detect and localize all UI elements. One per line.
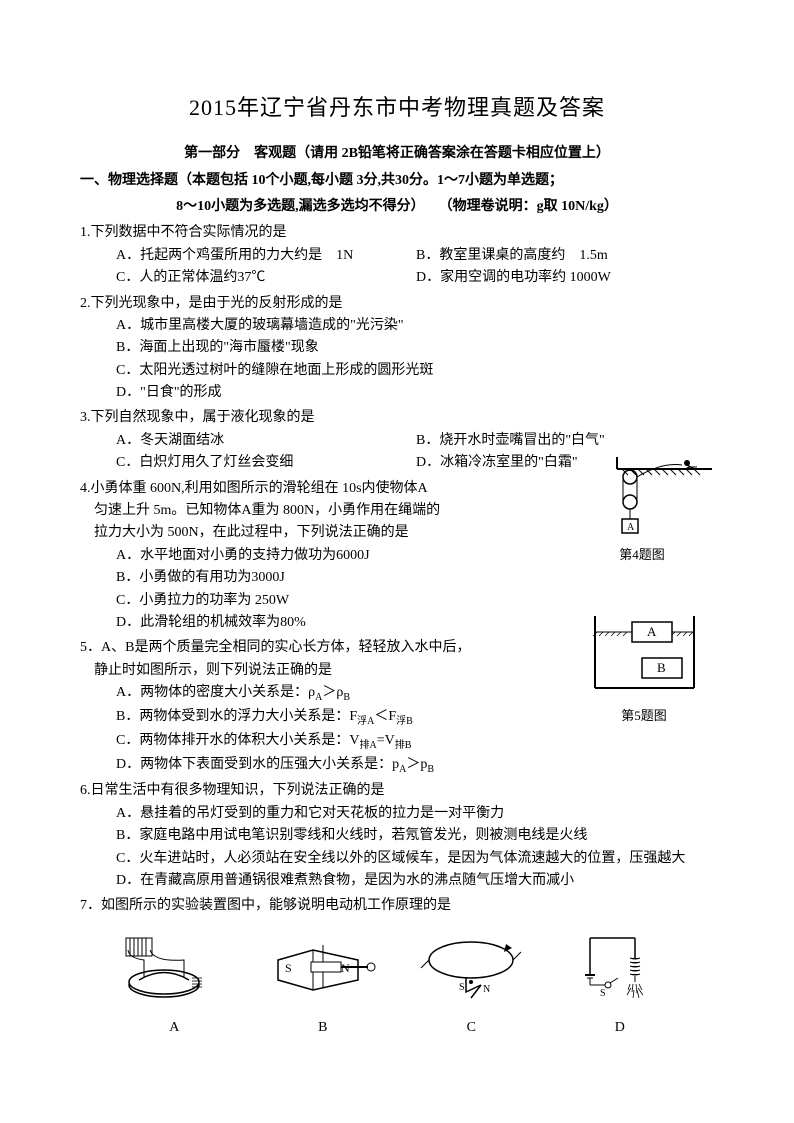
q6-opt-a: A．悬挂着的吊灯受到的重力和它对天花板的拉力是一对平衡力 — [116, 803, 714, 825]
q2-opt-b: B．海面上出现的"海市蜃楼"现象 — [116, 337, 714, 359]
apparatus-c-icon: S N — [411, 930, 531, 1005]
q5-stem1: 5．A、B是两个质量完全相同的实心长方体，轻轻放入水中后， — [80, 637, 714, 659]
svg-text:S: S — [600, 988, 606, 999]
part-header: 第一部分 客观题（请用 2B铅笔将正确答案涂在答题卡相应位置上） — [80, 143, 714, 165]
q6-opt-b: B．家庭电路中用试电笔识别零线和火线时，若氖管发光，则被测电线是火线 — [116, 825, 714, 847]
q2-stem: 2.下列光现象中，是由于光的反射形成的是 — [80, 293, 714, 315]
q2-opt-a: A．城市里高楼大厦的玻璃幕墙造成的"光污染" — [116, 315, 714, 337]
q1-stem: 1.下列数据中不符合实际情况的是 — [80, 222, 714, 244]
q7-fig-c: S N C — [401, 930, 541, 1040]
svg-text:S: S — [459, 982, 465, 993]
q7-figure-row: A S N B S N C — [100, 930, 694, 1040]
q3-opt-a: A．冬天湖面结冰 — [116, 430, 416, 452]
question-6: 6.日常生活中有很多物理知识，下列说法正确的是 A．悬挂着的吊灯受到的重力和它对… — [80, 780, 714, 892]
q1-opt-c: C．人的正常体温约37℃ — [116, 267, 416, 289]
q1-opt-a: A．托起两个鸡蛋所用的力大约是 1N — [116, 245, 416, 267]
q7-label-a: A — [104, 1017, 244, 1039]
section-header-1: 一、物理选择题（本题包括 10个小题,每小题 3分,共30分。1～7小题为单选题… — [80, 170, 714, 192]
q7-stem: 7．如图所示的实验装置图中，能够说明电动机工作原理的是 — [80, 895, 714, 917]
q2-opt-d: D．"日食"的形成 — [116, 382, 714, 404]
q7-fig-b: S N B — [253, 930, 393, 1040]
q4-opt-c: C．小勇拉力的功率为 250W — [116, 590, 714, 612]
q7-label-b: B — [253, 1017, 393, 1039]
q4-stem1: 4.小勇体重 600N,利用如图所示的滑轮组在 10s内使物体A — [80, 478, 714, 500]
q3-opt-b: B．烧开水时壶嘴冒出的"白气" — [416, 430, 696, 452]
q1-opt-b: B．教室里课桌的高度约 1.5m — [416, 245, 696, 267]
q2-opt-c: C．太阳光透过树叶的缝隙在地面上形成的圆形光斑 — [116, 360, 714, 382]
q5-opt-a: A．两物体的密度大小关系是：ρA＞ρB — [116, 682, 714, 706]
svg-text:S: S — [285, 961, 292, 975]
apparatus-a-icon — [114, 930, 234, 1005]
q7-fig-d: S D — [550, 930, 690, 1040]
apparatus-b-icon: S N — [263, 930, 383, 1005]
q4-opt-b: B．小勇做的有用功为3000J — [116, 567, 714, 589]
q6-opt-c: C．火车进站时，人必须站在安全线以外的区域候车，是因为气体流速越大的位置，压强越… — [116, 848, 714, 870]
q5-opt-d: D．两物体下表面受到水的压强大小关系是：pA＞pB — [116, 754, 714, 778]
q5-opt-b: B．两物体受到水的浮力大小关系是：F浮A＜F浮B — [116, 706, 714, 730]
question-1: 1.下列数据中不符合实际情况的是 A．托起两个鸡蛋所用的力大约是 1N B．教室… — [80, 222, 714, 289]
svg-text:N: N — [483, 984, 490, 995]
question-7: 7．如图所示的实验装置图中，能够说明电动机工作原理的是 — [80, 895, 714, 917]
q5-stem2: 静止时如图所示，则下列说法正确的是 — [94, 660, 714, 682]
apparatus-d-icon: S — [560, 930, 680, 1005]
q5-opt-c: C．两物体排开水的体积大小关系是：V排A=V排B — [116, 730, 714, 754]
q3-opt-c: C．白炽灯用久了灯丝会变细 — [116, 452, 416, 474]
q1-opt-d: D．家用空调的电功率约 1000W — [416, 267, 696, 289]
q3-stem: 3.下列自然现象中，属于液化现象的是 — [80, 407, 714, 429]
q4-opt-a: A．水平地面对小勇的支持力做功为6000J — [116, 545, 714, 567]
question-2: 2.下列光现象中，是由于光的反射形成的是 A．城市里高楼大厦的玻璃幕墙造成的"光… — [80, 293, 714, 405]
q4-stem2: 匀速上升 5m。已知物体A重为 800N，小勇作用在绳端的 — [94, 500, 714, 522]
q4-stem3: 拉力大小为 500N，在此过程中，下列说法正确的是 — [94, 522, 714, 544]
question-5: 5．A、B是两个质量完全相同的实心长方体，轻轻放入水中后， 静止时如图所示，则下… — [80, 637, 714, 777]
page-title: 2015年辽宁省丹东市中考物理真题及答案 — [80, 90, 714, 125]
q7-label-d: D — [550, 1017, 690, 1039]
section-header-2: 8～10小题为多选题,漏选多选均不得分） （物理卷说明：g取 10N/kg） — [80, 196, 714, 218]
q6-stem: 6.日常生活中有很多物理知识，下列说法正确的是 — [80, 780, 714, 802]
q6-opt-d: D．在青藏高原用普通锅很难煮熟食物，是因为水的沸点随气压增大而减小 — [116, 870, 714, 892]
q7-fig-a: A — [104, 930, 244, 1040]
q7-label-c: C — [401, 1017, 541, 1039]
